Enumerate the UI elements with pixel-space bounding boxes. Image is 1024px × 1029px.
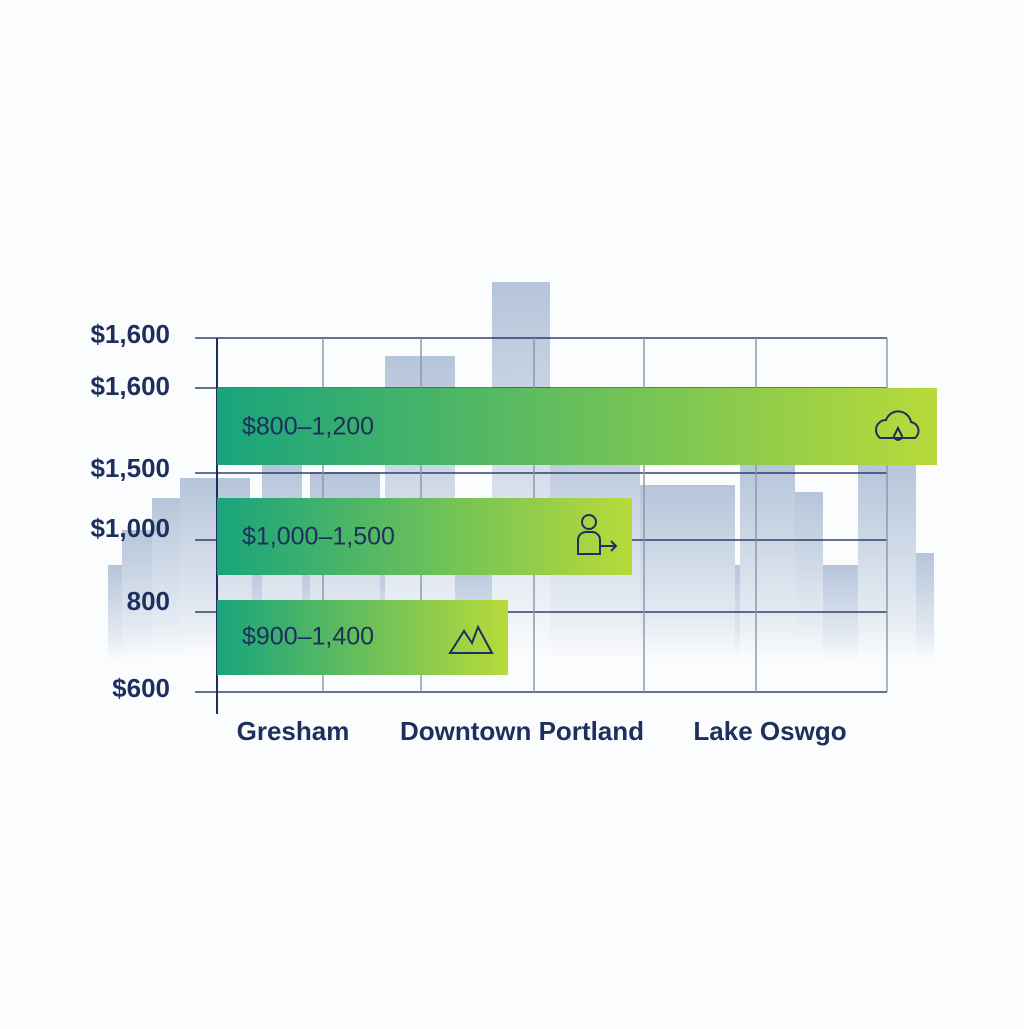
y-labels: $1,600 $1,600 $1,500 $1,000 800 $600 bbox=[90, 319, 170, 703]
bar-label: $900–1,400 bbox=[242, 623, 374, 651]
bar-label: $1,000–1,500 bbox=[242, 523, 395, 551]
person-icon bbox=[577, 514, 618, 555]
axis-label: $1,000 bbox=[90, 513, 170, 543]
cloud-icon bbox=[875, 410, 920, 441]
axis-label: $1,600 bbox=[90, 319, 170, 349]
bar-label: $800–1,200 bbox=[242, 413, 374, 441]
mountain-icon bbox=[448, 624, 494, 654]
axis-label: 800 bbox=[127, 586, 170, 616]
bar bbox=[217, 388, 937, 465]
axis-label: $600 bbox=[112, 673, 170, 703]
category-label: Downtown Portland bbox=[400, 716, 644, 746]
categories: Gresham Downtown Portland Lake Oswgo bbox=[237, 716, 847, 746]
bar bbox=[217, 498, 632, 575]
category-label: Gresham bbox=[237, 716, 350, 746]
axis-label: $1,600 bbox=[90, 371, 170, 401]
axis-label: $1,500 bbox=[90, 453, 170, 483]
category-label: Lake Oswgo bbox=[693, 716, 846, 746]
